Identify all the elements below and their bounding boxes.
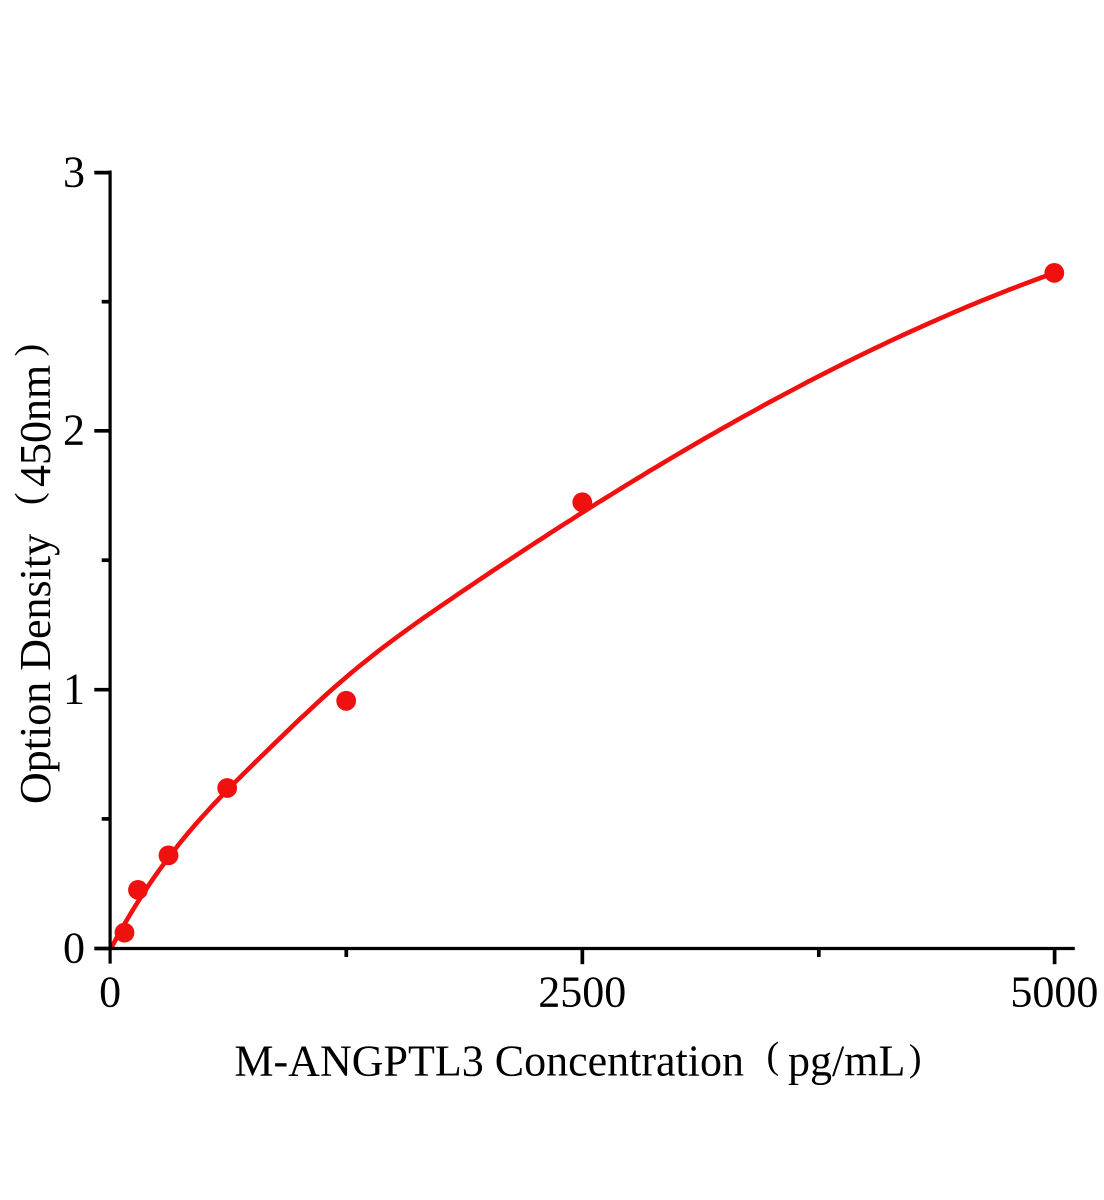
svg-text:3: 3 <box>63 148 85 197</box>
svg-text:2: 2 <box>63 406 85 455</box>
svg-text:(: ( <box>767 1035 780 1077</box>
svg-text:): ) <box>8 344 50 357</box>
svg-text:5000: 5000 <box>1010 967 1098 1016</box>
svg-text:450nm: 450nm <box>11 365 60 487</box>
svg-text:pg/mL: pg/mL <box>788 1036 905 1085</box>
svg-text:0: 0 <box>99 967 121 1016</box>
svg-text:Option Density: Option Density <box>11 534 60 804</box>
svg-text:2500: 2500 <box>538 967 626 1016</box>
svg-text:(: ( <box>8 492 50 505</box>
svg-text:M-ANGPTL3 Concentration: M-ANGPTL3 Concentration <box>234 1036 744 1085</box>
svg-text:0: 0 <box>63 923 85 972</box>
svg-text:): ) <box>909 1037 922 1079</box>
svg-text:1: 1 <box>63 665 85 714</box>
